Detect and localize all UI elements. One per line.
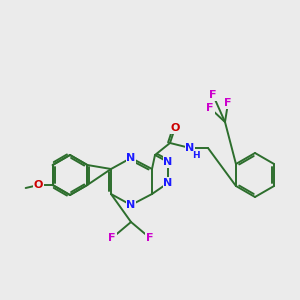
Text: N: N bbox=[126, 200, 136, 210]
Text: N: N bbox=[164, 178, 172, 188]
Text: F: F bbox=[206, 103, 214, 113]
Text: F: F bbox=[209, 90, 217, 100]
Text: O: O bbox=[34, 180, 43, 190]
Text: F: F bbox=[108, 233, 116, 243]
Text: N: N bbox=[126, 153, 136, 163]
Text: N: N bbox=[164, 157, 172, 167]
Text: O: O bbox=[170, 123, 180, 133]
Text: N: N bbox=[185, 143, 195, 153]
Text: F: F bbox=[146, 233, 154, 243]
Text: F: F bbox=[224, 98, 232, 108]
Text: H: H bbox=[192, 152, 200, 160]
